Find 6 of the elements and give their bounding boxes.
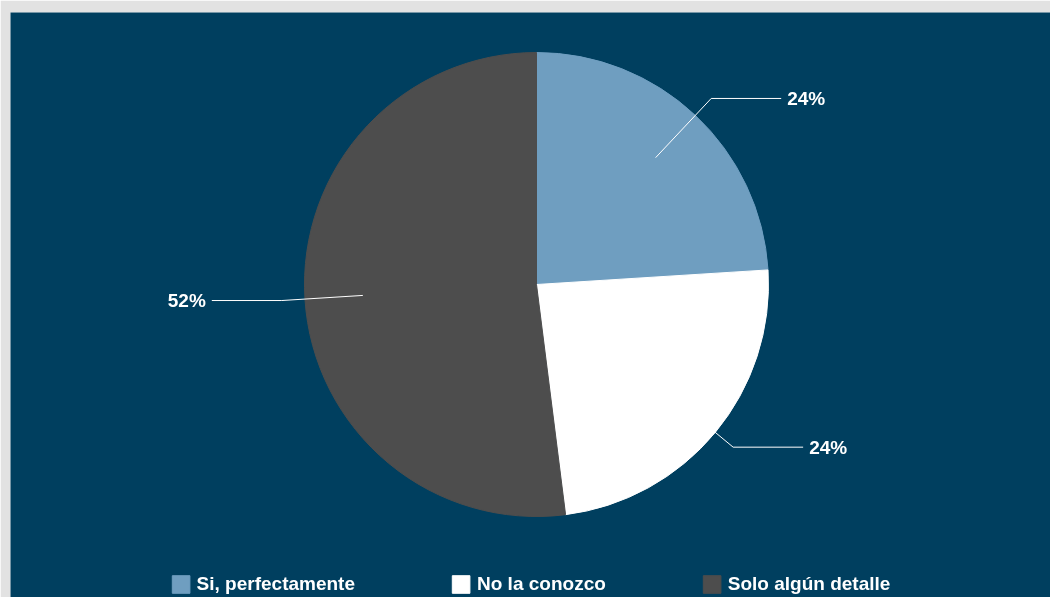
legend-label: No la conozco	[477, 573, 606, 595]
data-label: 24%	[809, 436, 848, 458]
legend-label: Solo algún detalle	[727, 573, 891, 595]
legend-label: Si, perfectamente	[196, 573, 356, 595]
data-label: 52%	[167, 290, 206, 312]
data-label: 24%	[787, 87, 826, 109]
